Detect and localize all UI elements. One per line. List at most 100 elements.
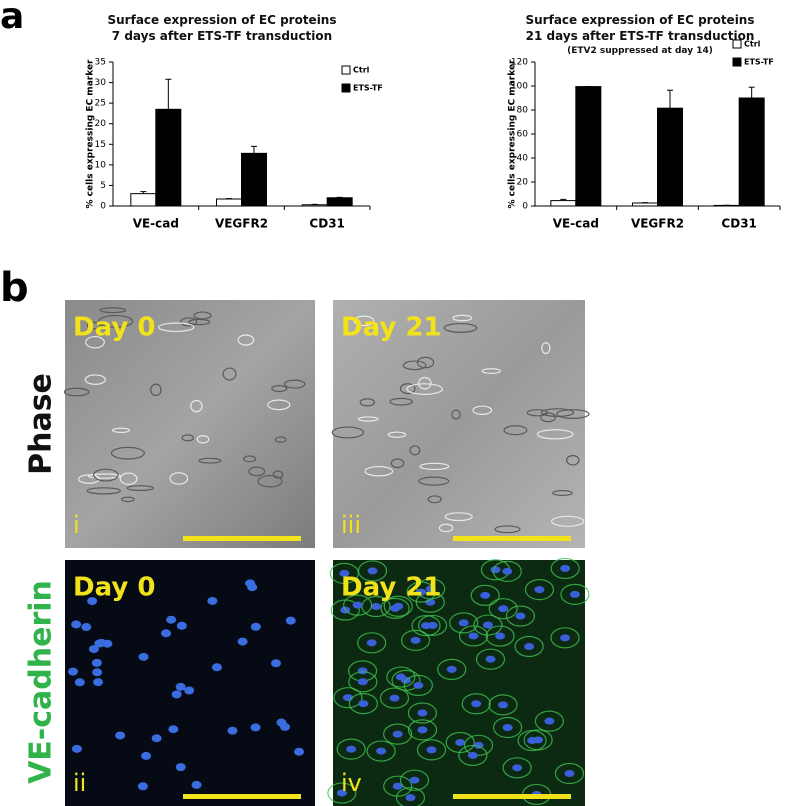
image-numeral: i — [73, 511, 80, 539]
cell-border — [383, 723, 413, 745]
cell-border — [458, 625, 489, 647]
y-tick-label: 0 — [522, 202, 528, 212]
nucleus — [495, 632, 506, 640]
cell — [283, 379, 306, 389]
cell-border — [379, 687, 410, 709]
cell — [443, 322, 478, 333]
nucleus — [564, 769, 575, 777]
y-axis-label: % cells expressing EC marker — [86, 59, 96, 209]
nucleus — [409, 776, 420, 784]
cell — [181, 434, 195, 442]
cell — [418, 476, 450, 486]
nucleus — [175, 682, 186, 691]
y-tick-label: 30 — [95, 78, 107, 88]
nucleus — [211, 663, 222, 672]
image-day-label: Day 0 — [73, 573, 155, 603]
fluorescence-image — [65, 560, 315, 806]
y-tick-label: 15 — [95, 140, 106, 150]
cell — [126, 485, 155, 492]
nucleus — [416, 588, 427, 596]
cell-border — [400, 629, 431, 651]
nucleus — [467, 751, 478, 759]
nucleus — [176, 621, 187, 630]
cell — [190, 399, 203, 413]
cell-border — [366, 740, 396, 762]
cell-border — [403, 674, 433, 696]
nucleus — [371, 603, 382, 611]
bar — [575, 86, 602, 207]
nucleus — [207, 596, 218, 605]
cell — [451, 409, 461, 420]
cell — [188, 318, 211, 326]
cell — [406, 383, 443, 395]
cell — [150, 383, 162, 397]
legend-swatch — [732, 57, 742, 67]
nucleus — [115, 731, 126, 740]
cell — [243, 455, 257, 463]
nucleus — [279, 722, 290, 731]
panel-label: b — [0, 265, 29, 311]
cell — [110, 446, 145, 460]
cell-border — [407, 702, 438, 724]
cell — [481, 368, 501, 374]
bar — [657, 107, 683, 207]
nucleus — [141, 751, 152, 760]
cell-border — [399, 769, 430, 791]
nucleus — [137, 782, 148, 791]
cell — [257, 474, 283, 488]
bar — [216, 198, 242, 207]
nucleus — [166, 615, 177, 624]
cell-border — [449, 612, 479, 634]
y-tick-label: 25 — [95, 99, 106, 109]
nucleus — [336, 789, 347, 797]
cell-border — [488, 694, 518, 716]
cell — [536, 429, 574, 440]
legend-label: ETS-TF — [353, 84, 383, 93]
cell — [541, 342, 551, 355]
scale-bar — [183, 536, 301, 541]
cell — [438, 523, 454, 533]
y-tick-label: 35 — [95, 58, 106, 68]
nucleus — [358, 700, 369, 708]
cell — [84, 374, 106, 385]
nucleus — [168, 725, 179, 734]
cell — [409, 445, 421, 456]
nucleus — [352, 601, 363, 609]
legend-label: Ctrl — [353, 66, 370, 75]
nucleus — [471, 700, 482, 708]
nucleus — [485, 655, 496, 663]
nucleus — [357, 667, 368, 675]
cell-border — [411, 615, 441, 637]
nucleus — [446, 665, 457, 673]
nucleus — [88, 645, 99, 654]
chart-subtitle: (ETV2 suppressed at day 14) — [567, 46, 713, 56]
nucleus — [468, 632, 479, 640]
cell-border — [534, 710, 564, 732]
nucleus — [94, 639, 105, 648]
cell-border — [333, 687, 363, 709]
cell — [331, 426, 365, 439]
cell — [353, 315, 375, 327]
cell — [274, 436, 287, 443]
nucleus — [392, 782, 403, 790]
cell — [399, 383, 416, 395]
cell — [503, 425, 528, 436]
cell — [86, 321, 102, 330]
nucleus — [91, 658, 102, 667]
cell — [417, 376, 432, 390]
image-day-label: Day 21 — [341, 573, 442, 603]
cell-border — [485, 625, 515, 647]
nucleus — [74, 678, 85, 687]
cell — [87, 473, 121, 479]
nucleus — [389, 694, 400, 702]
nucleus — [417, 726, 428, 734]
cell — [112, 427, 131, 434]
cell — [416, 356, 435, 369]
y-tick-label: 80 — [517, 106, 529, 116]
cell-border — [348, 692, 378, 715]
cell-border — [514, 635, 544, 658]
nucleus — [81, 623, 92, 632]
bar — [130, 193, 157, 207]
cell — [359, 398, 376, 407]
nucleus — [512, 764, 523, 772]
